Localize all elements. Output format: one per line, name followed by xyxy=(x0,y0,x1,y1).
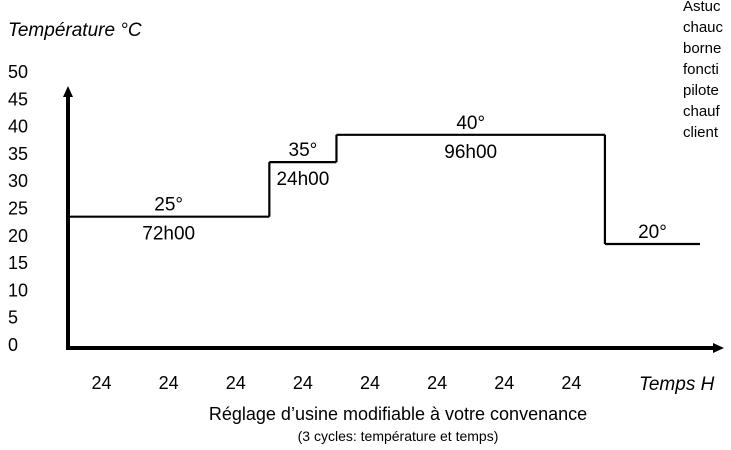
side-note-line: chauf xyxy=(683,103,721,120)
y-axis-arrowhead xyxy=(63,86,73,97)
temperature-step-series xyxy=(68,133,700,246)
y-axis-title: Température °C xyxy=(8,20,142,41)
y-tick-label: 5 xyxy=(8,308,18,328)
segment-time-label: 96h00 xyxy=(444,142,497,163)
y-tick-label: 20 xyxy=(8,226,28,246)
y-tick-label: 30 xyxy=(8,171,28,191)
side-note-line: borne xyxy=(683,40,721,57)
segment-temp-label: 25° xyxy=(154,195,183,216)
y-tick-label: 0 xyxy=(8,335,18,355)
side-note-text: Astuc chauc borne foncti pilote chauf client xyxy=(683,0,724,141)
y-tick-label: 45 xyxy=(8,89,28,109)
segment-temp-label: 20° xyxy=(638,222,667,243)
x-axis-title: Temps H xyxy=(639,374,715,395)
x-tick-label: 24 xyxy=(159,373,179,393)
y-tick-label: 35 xyxy=(8,144,28,164)
x-tick-label: 24 xyxy=(92,373,112,393)
x-tick-labels: 24 24 24 24 24 24 24 24 xyxy=(92,373,582,393)
chart-caption-sub: (3 cycles: température et temps) xyxy=(298,428,499,444)
y-tick-label: 40 xyxy=(8,117,28,137)
x-axis-arrowhead xyxy=(713,343,724,353)
y-tick-label: 25 xyxy=(8,199,28,219)
segment-labels: 25° 72h00 35° 24h00 40° 96h00 20° xyxy=(142,113,667,245)
side-note-line: foncti xyxy=(683,61,719,78)
x-tick-label: 24 xyxy=(427,373,447,393)
x-tick-label: 24 xyxy=(561,373,581,393)
y-tick-label: 10 xyxy=(8,280,28,300)
segment-time-label: 72h00 xyxy=(142,224,195,245)
chart-caption: Réglage d’usine modifiable à votre conve… xyxy=(209,404,587,424)
segment-temp-label: 35° xyxy=(289,140,318,161)
x-tick-label: 24 xyxy=(293,373,313,393)
x-tick-label: 24 xyxy=(360,373,380,393)
x-tick-label: 24 xyxy=(494,373,514,393)
side-note-line: client xyxy=(683,124,719,141)
segment-temp-label: 40° xyxy=(456,113,485,134)
x-tick-label: 24 xyxy=(226,373,246,393)
side-note-line: pilote xyxy=(683,82,719,99)
y-tick-label: 50 xyxy=(8,62,28,82)
side-note-line: chauc xyxy=(683,19,724,36)
y-tick-label: 15 xyxy=(8,253,28,273)
segment-time-label: 24h00 xyxy=(276,169,329,190)
side-note-line: Astuc xyxy=(683,0,721,15)
